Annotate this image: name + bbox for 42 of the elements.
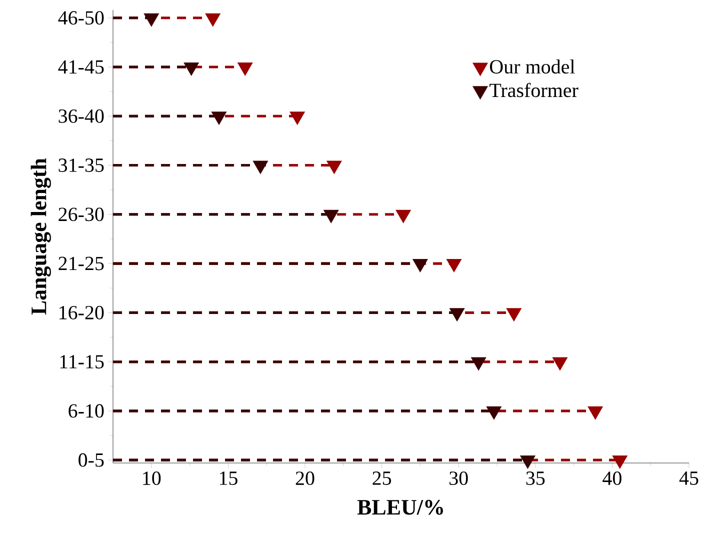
point [486, 406, 502, 420]
y-axis-title: Language length [30, 158, 51, 315]
y-tick-label: 46-50 [58, 11, 104, 25]
point [471, 357, 486, 370]
point [588, 406, 603, 420]
point [326, 160, 342, 174]
point [144, 13, 159, 26]
x-tick-label: 10 [143, 472, 161, 486]
point [396, 210, 411, 223]
point [450, 308, 464, 322]
y-tick-label: 11-15 [60, 355, 104, 368]
point [520, 456, 536, 469]
x-tick-label: 25 [372, 472, 392, 485]
point [412, 259, 428, 272]
point [446, 259, 462, 272]
point [253, 160, 268, 174]
point [506, 308, 522, 322]
point [238, 62, 253, 76]
y-tick-label: 41-45 [58, 60, 104, 74]
x-tick-label: 40 [602, 472, 622, 486]
legend-label: Trasformer [490, 82, 578, 98]
point [612, 456, 628, 469]
y-tick-label: 6-10 [68, 404, 104, 418]
x-tick-label: 45 [679, 472, 698, 485]
y-tick-label: 31-35 [58, 158, 104, 172]
x-tick-label: 20 [296, 472, 314, 486]
point [552, 357, 568, 370]
y-tick-label: 26-30 [58, 208, 104, 222]
x-axis-title: BLEU/% [357, 500, 443, 515]
y-tick-label: 21-25 [58, 256, 104, 270]
y-tick-label: 36-40 [58, 109, 104, 123]
point [324, 210, 339, 223]
point [184, 62, 199, 76]
point [205, 13, 220, 26]
point [212, 112, 226, 125]
point [290, 112, 305, 125]
x-tick-label: 15 [220, 472, 238, 485]
x-tick-label: 35 [526, 472, 545, 485]
x-tick-label: 30 [450, 472, 468, 486]
y-tick-label: 16-20 [60, 306, 104, 320]
y-tick-label: 0-5 [78, 453, 104, 467]
legend-label: Our model [490, 60, 575, 74]
